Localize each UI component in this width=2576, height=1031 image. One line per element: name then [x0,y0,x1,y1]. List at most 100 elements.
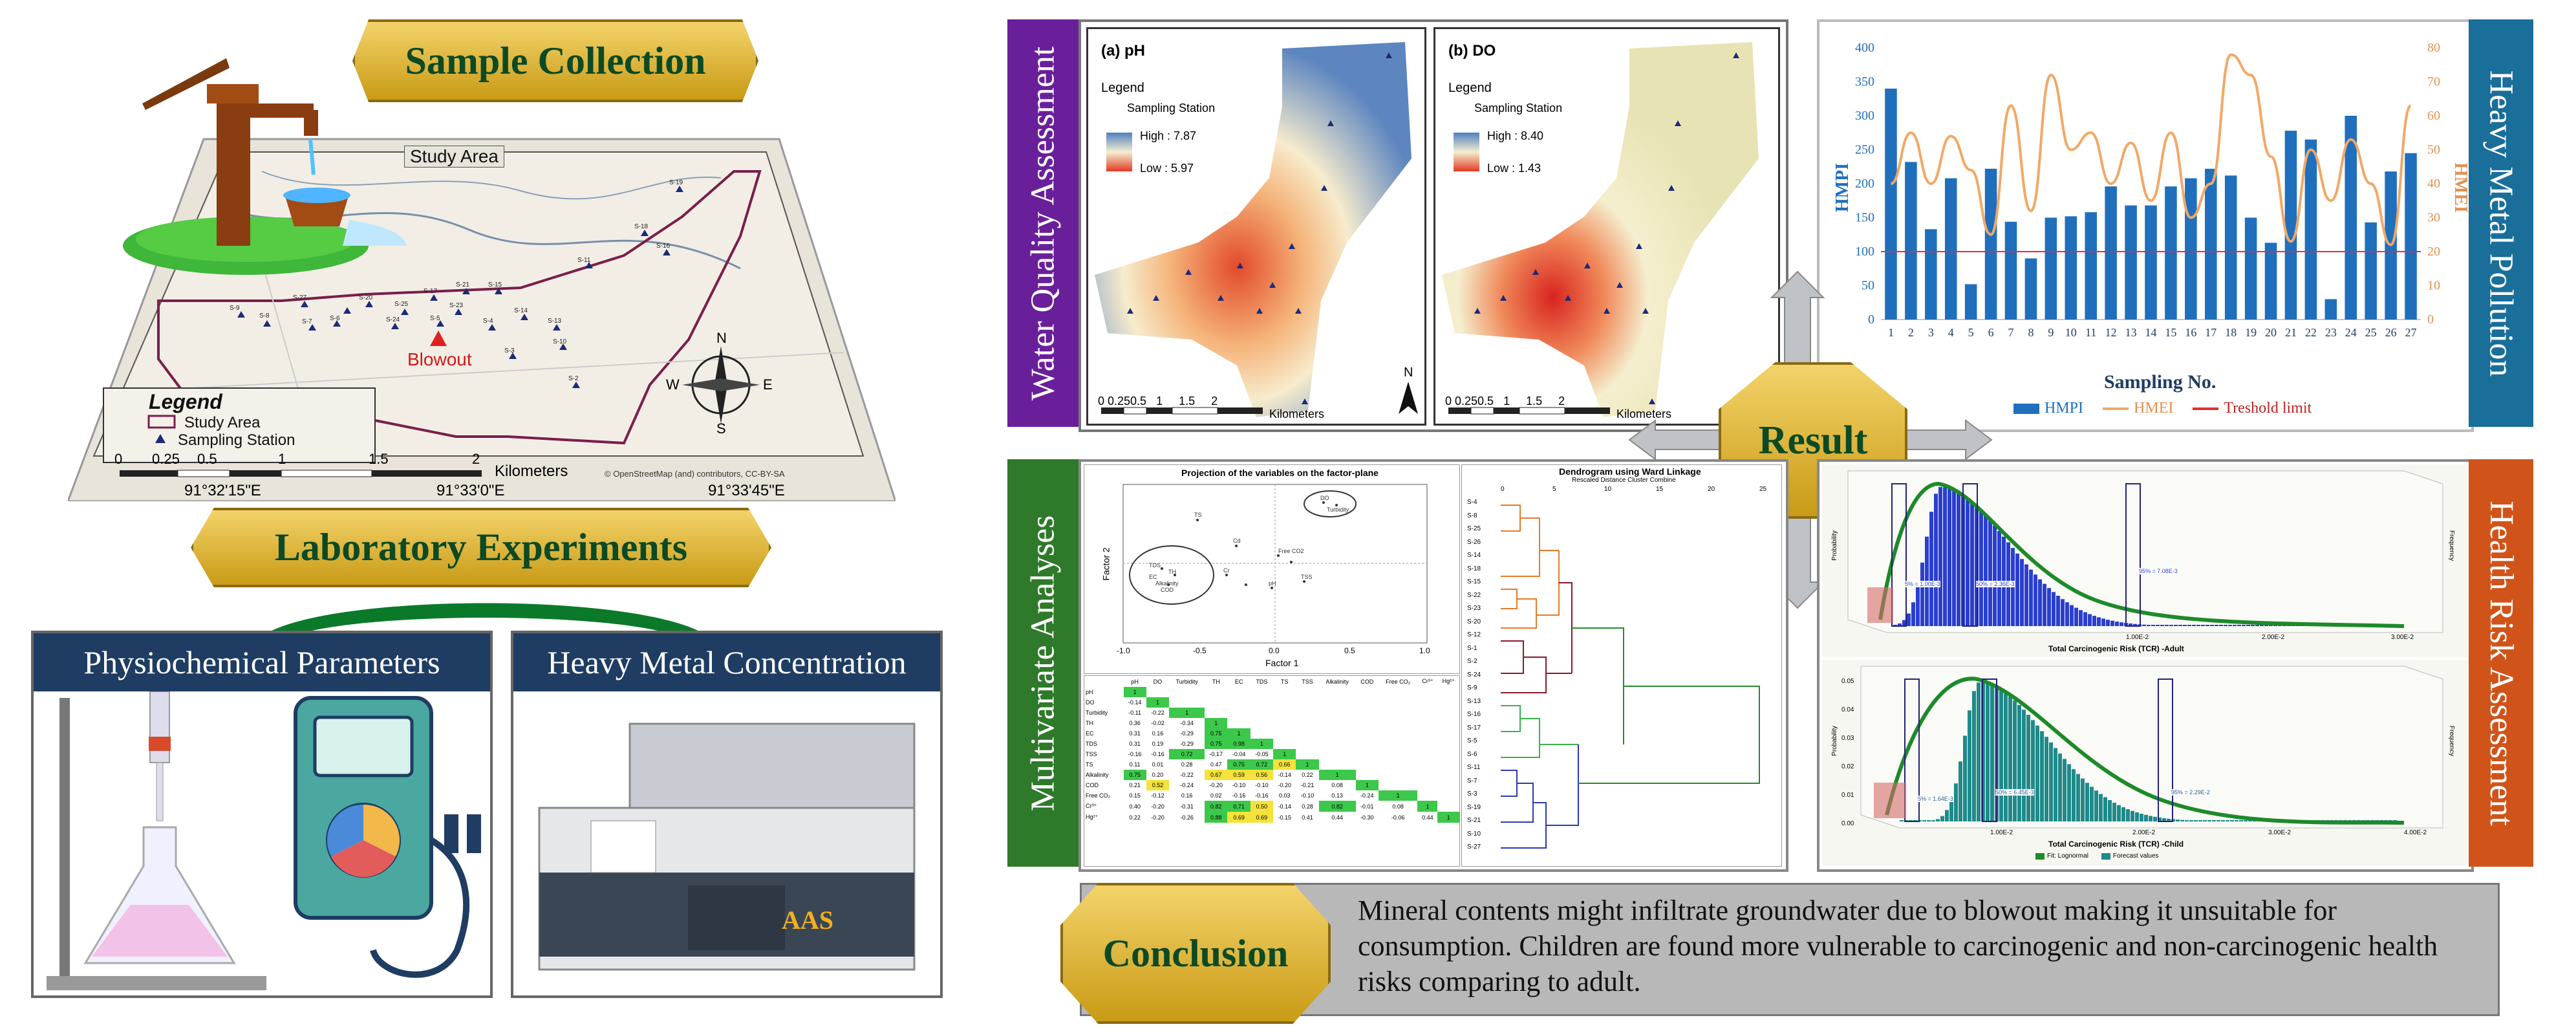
hmpi-bar [2185,178,2197,320]
pca-xlabel: Factor 1 [1265,658,1299,668]
hmp-xtick: 20 [2265,326,2277,339]
corr-cell: -0.20 [1278,782,1291,788]
histogram-bar [2034,574,2037,626]
corr-cell: 1 [1318,770,1356,780]
histogram-bar [2072,769,2076,821]
histogram-bar [2246,625,2250,626]
station-marker [676,186,683,192]
corr-cell: 0.21 [1129,782,1141,788]
ph-north-label: N [1404,365,1413,380]
scale-tick-2: 0.5 [197,451,217,467]
corr-cell [1146,687,1169,697]
corr-cell: 1 [1205,718,1228,728]
child-ytick-1: 0.04 [1841,706,1854,713]
histogram-bar [2045,737,2048,821]
do-station [1584,263,1591,268]
svg-text:S-10: S-10 [553,338,567,345]
corr-row: Free CO₂ 0.15 -0.12 0.16 0.02 -0.16 -0.16 0.03 -… [1084,790,1459,801]
svg-text:S-15: S-15 [488,281,502,288]
corr-row-header: Turbidity [1086,710,1108,716]
histogram-bar [2112,803,2116,821]
histogram-bar [2194,820,2198,821]
child-xlabel: Total Carcinogenic Risk (TCR) -Child [2048,840,2184,849]
scale-tick-3: 1 [278,451,286,467]
corr-cell: 0.16 [1181,792,1193,799]
histogram-bar [2063,759,2066,821]
pca-xtick-4: 1.0 [1419,646,1430,655]
hmp-xtick: 12 [2105,326,2117,339]
hra-adult-svg [1847,470,2443,633]
ph-title: (a) pH [1101,42,1145,60]
coord-bottom-2: 91°33'0"E [436,482,505,499]
hmp-xtick: 16 [2185,326,2196,339]
do-scale-labels: 0 0.250.5 1 1.5 2 [1445,395,1565,407]
ph-station [1295,308,1302,314]
svg-text:S-7: S-7 [302,318,312,325]
station-labels: S-9 S-8 S-7 S-6 S-27 S-20 S-25 S-24 S-5 S-23 S-… [230,179,683,382]
station-marker [263,320,271,327]
histogram-bar [2196,625,2200,626]
hmp-xtick: 26 [2385,326,2397,339]
corr-cell: 0.72 [1250,759,1274,770]
histogram-bar [1938,487,1942,626]
histogram-bar [1927,820,1931,821]
corr-cell [1356,728,1379,739]
histogram-bar [2242,625,2246,626]
svg-text:S-18: S-18 [634,223,649,230]
corr-cell [1319,697,1356,708]
dendro-leaf-label: S-6 [1467,750,1477,758]
hmpi-bar [2024,258,2037,320]
corr-cell [1250,708,1273,718]
corr-cell [1319,708,1356,718]
corr-cell: 1 [1417,801,1438,812]
pca-label-tss: TSS [1301,574,1313,580]
pca-label-freeco2: Free CO2 [1278,548,1304,554]
coord-bottom-3: 91°33'45"E [708,482,785,499]
corr-row-header: DO [1086,699,1095,706]
histogram-bar [1900,820,1904,821]
histogram-bar [2058,754,2062,821]
histogram-bar [1934,494,1938,626]
corr-cell [1250,697,1273,708]
hmp-ytick-right: 70 [2427,75,2440,89]
corr-cell [1319,739,1356,749]
histogram-bar [1920,562,1924,626]
ph-station [1153,295,1159,301]
corr-cell [1356,718,1379,728]
corr-cell [1437,697,1459,708]
histogram-bar [2151,625,2155,626]
ph-station [1321,185,1327,191]
do-station [1649,398,1655,404]
histogram-bar [2178,625,2182,626]
hmp-ytick-right: 40 [2427,177,2440,191]
histogram-bar [2210,625,2214,626]
corr-row: TSS -0.16 -0.16 0.72 -0.17 -0.04 -0.05 1 [1084,749,1459,759]
legend-swatch-forecast [2101,852,2110,860]
histogram-bar [2133,624,2137,626]
pca-xtick-0: -1.0 [1117,646,1130,655]
corr-row: Hg²⁺ 0.22 -0.20 -0.26 0.88 0.69 0.69 -0.15 0.41 0… [1084,812,1459,823]
child-ytick-3: 0.02 [1841,763,1854,770]
histogram-bar [1916,585,1920,626]
histogram-bar [2158,817,2162,821]
north-arrow-icon [1399,382,1418,414]
svg-text:S-16: S-16 [656,243,671,250]
svg-text:S-4: S-4 [483,318,493,325]
corr-cell: 0.11 [1129,761,1141,768]
histogram-bar [2233,625,2237,626]
histogram-bar [2228,625,2232,626]
hmpi-bar [2345,116,2357,320]
pca-xtick-1: -0.5 [1193,646,1207,655]
do-legend-ramp [1454,133,1479,171]
heavy-metal-title: Heavy Metal Concentration [547,644,907,680]
corr-cell [1296,749,1318,759]
do-high: High : 8.40 [1487,129,1544,142]
station-marker [462,288,470,294]
corr-cell [1417,708,1437,718]
corr-cell [1169,687,1205,697]
hmpi-bar [2324,299,2337,320]
histogram-bar [2174,625,2178,626]
hmp-ytick-left: 250 [1855,143,1874,157]
do-station [1604,308,1610,314]
svg-text:S-21: S-21 [456,281,470,288]
